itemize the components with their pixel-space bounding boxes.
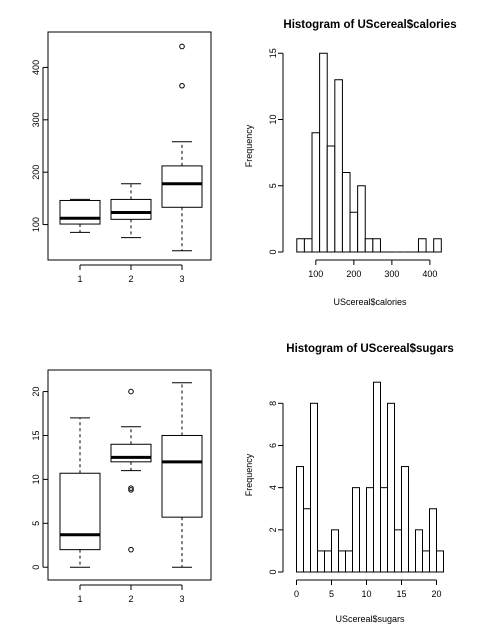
histogram-bar xyxy=(296,238,305,253)
box-iqr xyxy=(110,443,152,463)
histogram-bar xyxy=(324,550,332,573)
outlier-point xyxy=(128,388,134,395)
x-tick-label: 20 xyxy=(431,589,441,599)
y-tick-label: 2 xyxy=(268,527,278,532)
histogram-bar xyxy=(317,550,325,573)
box-iqr xyxy=(161,165,203,208)
histogram-bar xyxy=(429,508,437,573)
y-tick-label: 300 xyxy=(31,112,41,127)
x-tick-label: 10 xyxy=(361,589,371,599)
histogram-bar xyxy=(331,529,339,573)
boxplot-sugars-panel: 0 5 10 15 20 1 2 3 xyxy=(31,369,212,604)
histogram-bar xyxy=(433,238,442,253)
histogram-bar xyxy=(296,466,304,573)
y-tick-label: 200 xyxy=(31,165,41,180)
histogram-bar xyxy=(349,211,359,253)
histogram-bar xyxy=(303,238,313,253)
x-tick-label: 5 xyxy=(329,589,334,599)
histogram-bar xyxy=(387,402,395,573)
y-axis-label: Frequency xyxy=(244,453,254,496)
x-tick-label: 2 xyxy=(128,594,133,604)
outlier-point xyxy=(179,43,185,50)
x-tick-label: 200 xyxy=(346,269,361,279)
x-tick-label: 400 xyxy=(422,269,437,279)
box-iqr xyxy=(161,434,203,518)
histogram-bar xyxy=(415,529,423,573)
histogram-bar xyxy=(373,381,381,573)
box-iqr xyxy=(110,198,152,220)
histogram-bar xyxy=(319,52,328,253)
histogram-bar xyxy=(366,487,374,573)
histogram-bar xyxy=(380,487,388,573)
x-axis-label: UScereal$calories xyxy=(333,297,407,307)
histogram-bar xyxy=(311,132,321,253)
histogram-bar xyxy=(364,238,374,253)
histogram-sugars-panel: Histogram of UScereal$sugars 0 5 10 15 20 0 2 4 6… xyxy=(244,343,454,624)
histogram-bar xyxy=(310,402,318,573)
x-tick-label: 2 xyxy=(128,274,133,284)
histogram-bar xyxy=(334,79,343,253)
y-tick-label: 4 xyxy=(268,485,278,490)
x-tick-label: 3 xyxy=(179,594,184,604)
x-tick-label: 0 xyxy=(294,589,299,599)
x-tick-label: 15 xyxy=(396,589,406,599)
outlier-point xyxy=(128,546,134,553)
x-tick-label: 300 xyxy=(384,269,399,279)
x-tick-label: 3 xyxy=(179,274,184,284)
y-tick-label: 10 xyxy=(268,114,278,124)
y-axis-label: Frequency xyxy=(244,124,254,167)
histogram-bar xyxy=(352,487,360,573)
outlier-point xyxy=(179,82,185,89)
y-tick-label: 6 xyxy=(268,443,278,448)
y-tick-label: 15 xyxy=(31,430,41,440)
y-tick-label: 400 xyxy=(31,60,41,75)
histogram-bar xyxy=(401,466,409,573)
y-tick-label: 15 xyxy=(268,48,278,58)
x-tick-label: 100 xyxy=(308,269,323,279)
x-tick-label: 1 xyxy=(77,274,82,284)
chart-title: Histogram of UScereal$calories xyxy=(283,19,456,31)
outlier-point xyxy=(128,485,134,491)
plot-frame xyxy=(47,31,212,261)
box-iqr xyxy=(59,199,101,225)
x-tick-label: 1 xyxy=(77,594,82,604)
x-axis-label: UScereal$sugars xyxy=(335,614,405,624)
boxplot-calories-panel: 100 200 300 400 1 2 3 xyxy=(31,31,212,284)
histogram-bar xyxy=(394,529,402,573)
histogram-bar xyxy=(357,185,366,253)
histogram-bar xyxy=(303,508,311,573)
outlier-point xyxy=(128,487,134,493)
y-tick-label: 5 xyxy=(31,521,41,526)
histogram-bar xyxy=(372,238,381,253)
y-tick-label: 5 xyxy=(268,183,278,188)
y-tick-label: 0 xyxy=(31,565,41,570)
histogram-bar xyxy=(326,145,336,253)
histogram-bar xyxy=(436,550,444,573)
histogram-bar xyxy=(422,550,430,573)
y-tick-label: 10 xyxy=(31,474,41,484)
chart-title: Histogram of UScereal$sugars xyxy=(286,343,453,355)
histogram-bar xyxy=(341,172,351,253)
histogram-bar xyxy=(345,550,353,573)
y-tick-label: 20 xyxy=(31,387,41,397)
y-tick-label: 0 xyxy=(268,249,278,254)
y-tick-label: 8 xyxy=(268,401,278,406)
histogram-bar xyxy=(338,550,346,573)
histogram-bar xyxy=(417,238,427,253)
y-tick-label: 0 xyxy=(268,569,278,574)
y-tick-label: 100 xyxy=(31,217,41,232)
plot-frame xyxy=(47,369,212,581)
box-iqr xyxy=(59,472,101,551)
